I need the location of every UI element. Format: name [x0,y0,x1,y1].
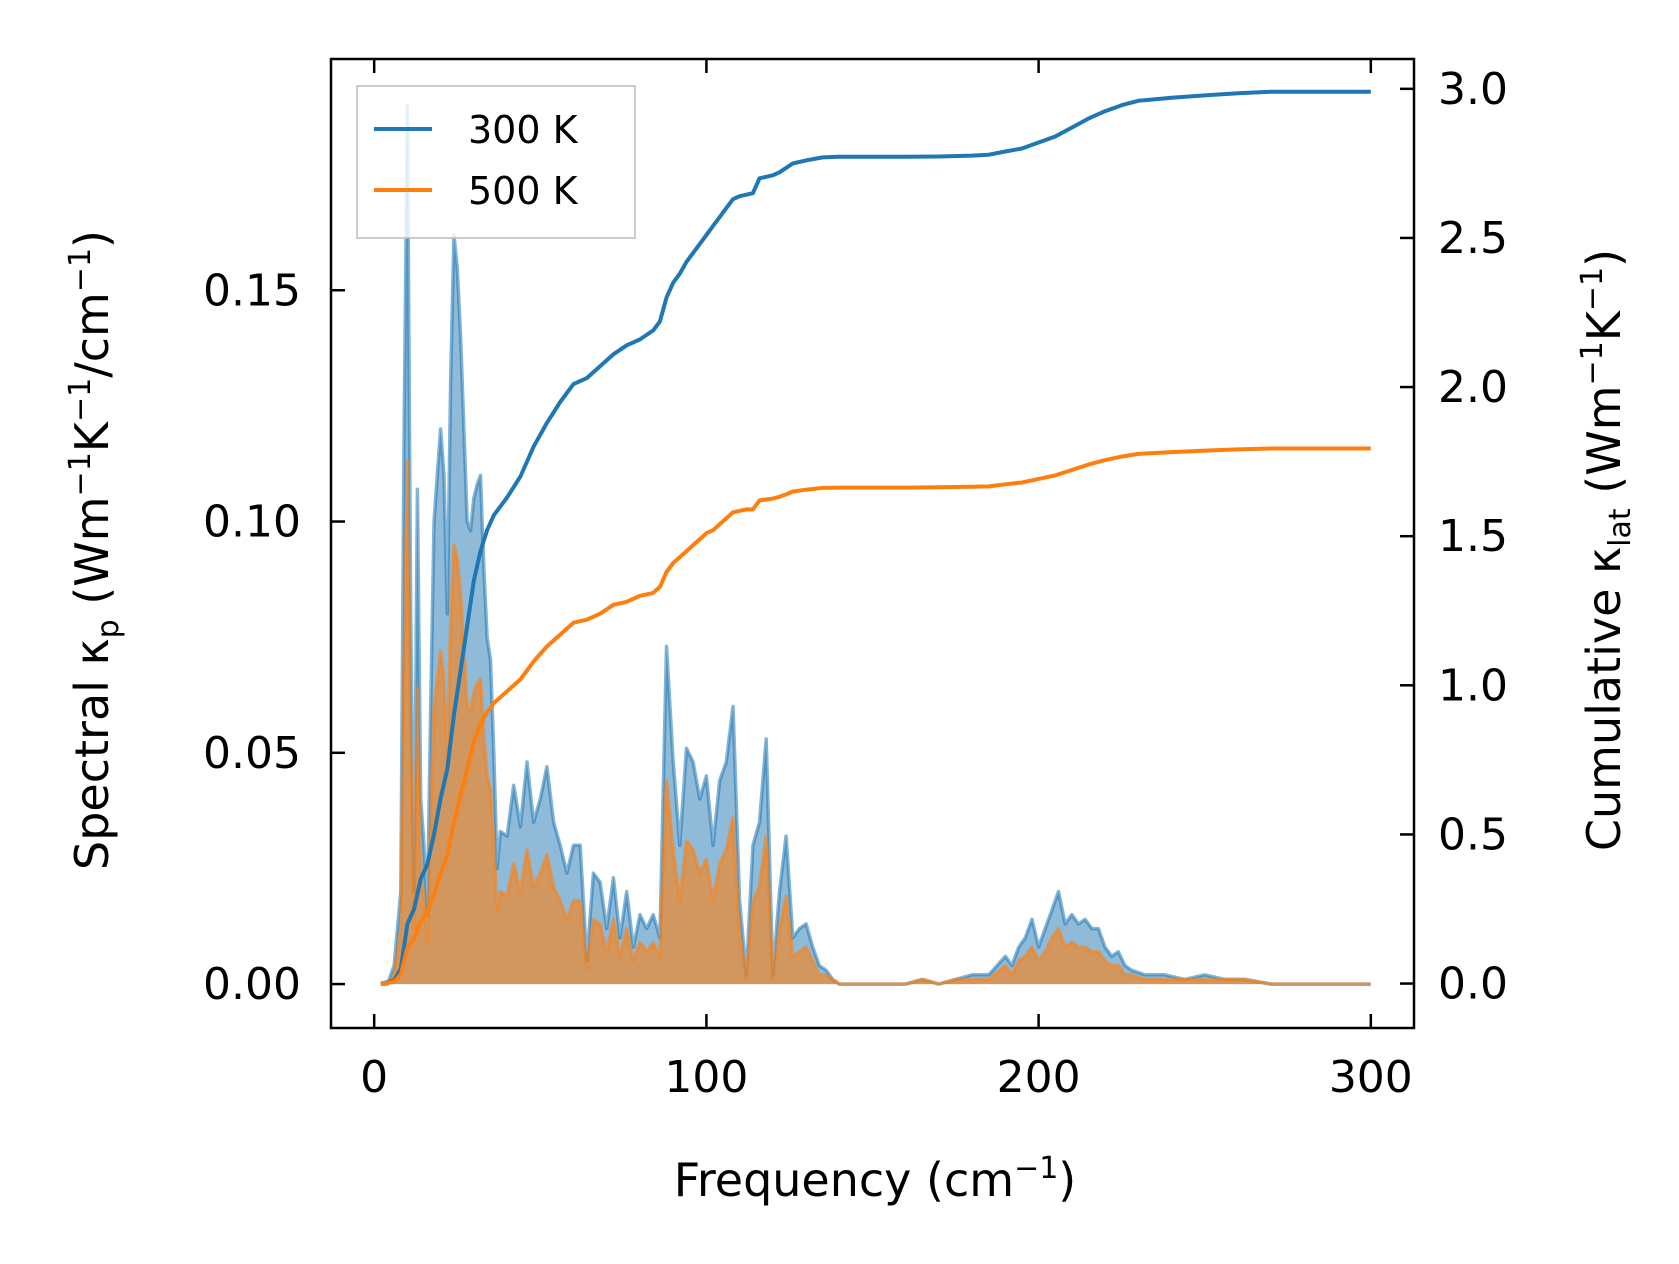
legend: 300 K 500 K [356,85,636,239]
axes: 0 100 200 300 0.00 0.05 0.10 0.15 0.0 0.5 1.0 1.5 2.… [203,57,1508,1103]
x-tick-label: 200 [997,1052,1081,1103]
y-axis-right-title: Cumulative κlat (Wm−1K−1) [1575,249,1638,851]
y-right-tick-label: 1.5 [1438,511,1508,562]
x-tick-label: 0 [360,1052,388,1103]
y-right-tick-label: 2.5 [1438,213,1508,264]
y-right-tick-label: 0.5 [1438,809,1508,860]
plot-area [380,89,1371,986]
x-tick-label: 300 [1329,1052,1413,1103]
y-right-tick-label: 2.0 [1438,362,1508,413]
cumulative-line-300k [380,89,1371,986]
legend-label-500k: 500 K [468,169,579,213]
spectral-area-500k [380,461,1371,985]
y-left-tick-label: 0.15 [203,265,301,316]
y-left-tick-label: 0.05 [203,728,301,779]
legend-label-300k: 300 K [468,108,579,152]
axes-frame [329,57,1416,1030]
y-axis-left-title: Spectral κp (Wm−1K−1/cm−1) [63,230,126,870]
y-right-tick-label: 0.0 [1438,959,1508,1010]
y-right-tick-label: 1.0 [1438,660,1508,711]
legend-frame [356,85,636,239]
spectral-line-500k [380,459,1371,986]
y-left-tick-label: 0.10 [203,497,301,548]
spectral-line-300k [380,103,1371,986]
y-left-tick-label: 0.00 [203,959,301,1010]
cumulative-line-500k [380,446,1371,986]
x-tick-label: 100 [664,1052,748,1103]
y-right-tick-label: 3.0 [1438,64,1508,115]
x-axis-title: Frequency (cm−1) [674,1151,1077,1207]
